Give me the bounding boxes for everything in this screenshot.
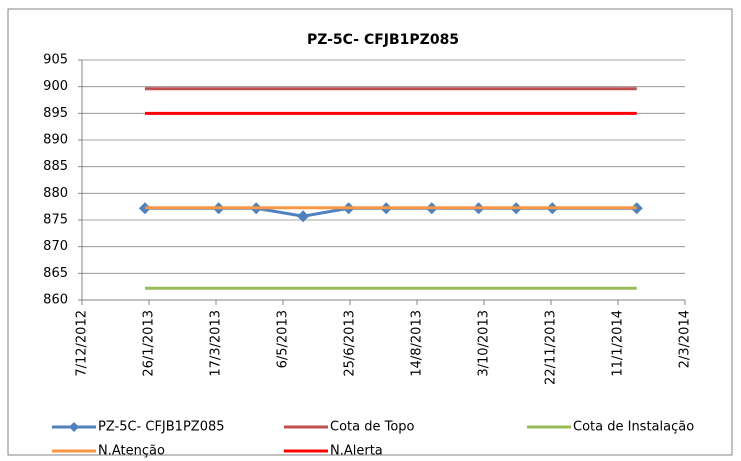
x-tick-label: 7/12/2012 bbox=[75, 310, 90, 377]
y-tick-label: 860 bbox=[43, 293, 68, 308]
y-tick-label: 900 bbox=[43, 79, 68, 94]
x-tick-label: 22/11/2013 bbox=[544, 310, 559, 385]
x-tick-label: 11/1/2014 bbox=[611, 310, 626, 377]
data-point bbox=[297, 210, 310, 223]
chart-title: PZ-5C- CFJB1PZ085 bbox=[307, 32, 459, 48]
x-tick-label: 6/5/2013 bbox=[276, 310, 291, 368]
y-tick-label: 875 bbox=[43, 213, 68, 228]
x-tick-label: 2/3/2014 bbox=[678, 310, 693, 368]
x-tick-label: 26/1/2013 bbox=[142, 310, 157, 377]
chart-frame bbox=[7, 8, 733, 456]
x-tick-label: 14/8/2013 bbox=[410, 310, 425, 377]
legend-label: Cota de Topo bbox=[330, 420, 415, 435]
y-tick-label: 880 bbox=[43, 186, 68, 201]
legend-label: N.Atenção bbox=[98, 444, 165, 459]
x-tick-label: 3/10/2013 bbox=[477, 310, 492, 377]
legend-label: Cota de Instalação bbox=[573, 420, 694, 435]
y-tick-label: 885 bbox=[43, 159, 68, 174]
x-tick-label: 25/6/2013 bbox=[343, 310, 358, 377]
legend-marker bbox=[69, 422, 79, 432]
y-tick-label: 895 bbox=[43, 106, 68, 121]
legend-label: PZ-5C- CFJB1PZ085 bbox=[98, 420, 225, 435]
x-tick-label: 17/3/2013 bbox=[209, 310, 224, 377]
y-tick-label: 905 bbox=[43, 53, 68, 68]
y-tick-label: 865 bbox=[43, 266, 68, 281]
legend-label: N.Alerta bbox=[330, 444, 383, 459]
y-tick-label: 870 bbox=[43, 239, 68, 254]
y-tick-label: 890 bbox=[43, 133, 68, 148]
